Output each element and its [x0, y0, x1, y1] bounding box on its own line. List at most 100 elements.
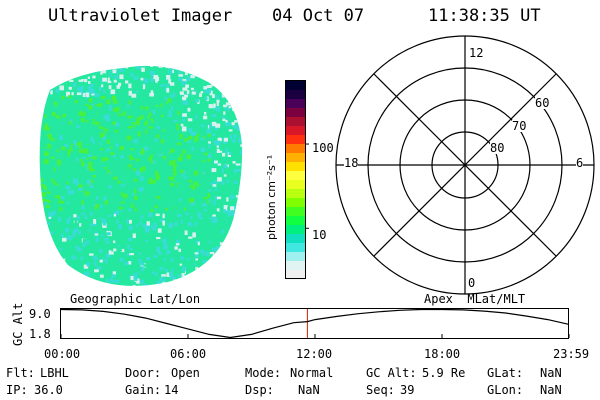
uv-pixel — [30, 228, 33, 231]
uv-pixel — [220, 287, 223, 291]
uv-pixel — [257, 230, 261, 234]
uv-pixel — [203, 196, 208, 200]
uv-pixel — [61, 146, 66, 151]
uv-pixel — [240, 144, 243, 147]
uv-pixel — [244, 284, 247, 287]
uv-pixel — [78, 71, 82, 74]
uv-pixel — [82, 241, 87, 245]
uv-pixel — [215, 123, 221, 128]
uv-pixel — [139, 167, 143, 173]
uv-pixel — [221, 78, 224, 83]
uv-pixel — [170, 151, 174, 156]
uv-pixel — [161, 278, 166, 282]
uv-pixel — [129, 253, 134, 256]
uv-pixel — [75, 157, 79, 162]
uv-pixel — [211, 220, 217, 223]
uv-pixel — [106, 99, 111, 105]
uv-pixel — [243, 256, 245, 261]
uv-pixel — [245, 110, 248, 113]
uv-pixel — [84, 65, 89, 67]
uv-pixel — [105, 254, 109, 258]
altitude-plot-frame — [60, 308, 569, 339]
uv-pixel — [245, 77, 247, 79]
uv-pixel — [155, 272, 158, 276]
uv-pixel — [215, 187, 218, 192]
uv-pixel — [156, 247, 161, 252]
uv-pixel — [69, 241, 75, 245]
uv-pixel — [91, 93, 95, 96]
uv-pixel — [32, 138, 37, 141]
uv-pixel — [52, 81, 58, 85]
uv-pixel — [192, 232, 196, 238]
uv-pixel — [180, 153, 183, 157]
uv-pixel — [115, 132, 120, 136]
uv-pixel — [253, 242, 258, 247]
uv-pixel — [251, 95, 253, 99]
uv-pixel — [189, 279, 193, 283]
uv-pixel — [218, 281, 223, 286]
uv-pixel — [114, 129, 118, 133]
uv-pixel — [82, 238, 87, 243]
uv-pixel — [199, 69, 204, 74]
uv-pixel — [256, 266, 258, 270]
uv-pixel — [242, 217, 246, 221]
uv-pixel — [194, 135, 199, 141]
uv-pixel — [173, 203, 178, 209]
uv-pixel — [213, 217, 218, 223]
uv-pixel — [191, 186, 196, 190]
uv-pixel — [195, 99, 199, 103]
uv-pixel — [209, 182, 215, 185]
uv-pixel — [145, 190, 151, 196]
uv-pixel — [162, 213, 165, 219]
x-tick-0600: 06:00 — [170, 347, 207, 361]
uv-pixel — [48, 86, 52, 91]
uv-pixel — [197, 170, 201, 174]
uv-pixel — [60, 262, 63, 266]
uv-pixel — [50, 279, 55, 284]
uv-pixel — [129, 154, 132, 160]
uv-pixel — [184, 138, 189, 142]
uv-pixel — [219, 263, 224, 267]
uv-pixel — [187, 222, 192, 227]
uv-pixel — [162, 233, 168, 238]
uv-pixel — [114, 122, 120, 127]
uv-pixel — [71, 279, 75, 284]
timeline-right-label: Apex MLat/MLT — [424, 292, 526, 306]
uv-pixel — [67, 266, 73, 271]
uv-pixel — [249, 162, 252, 166]
uv-pixel — [29, 111, 33, 116]
uv-pixel — [56, 263, 59, 268]
uv-pixel — [67, 149, 71, 154]
uv-pixel — [105, 118, 111, 122]
uv-pixel — [200, 147, 205, 152]
uv-pixel — [241, 78, 243, 83]
uv-pixel — [39, 210, 43, 215]
uv-pixel — [227, 212, 231, 217]
uv-pixel — [99, 249, 103, 253]
uv-pixel — [66, 201, 69, 205]
uv-pixel — [126, 218, 129, 224]
uv-pixel — [55, 195, 60, 199]
uv-pixel — [68, 120, 72, 125]
uv-pixel — [55, 63, 59, 65]
uv-pixel — [242, 78, 246, 83]
uv-pixel — [113, 240, 116, 244]
uv-pixel — [120, 248, 125, 253]
uv-pixel — [125, 253, 131, 256]
uv-pixel — [78, 145, 82, 148]
uv-pixel — [90, 88, 93, 94]
uv-pixel — [102, 135, 106, 140]
uv-pixel — [113, 75, 119, 79]
uv-pixel — [45, 257, 49, 262]
uv-pixel — [73, 179, 78, 184]
uv-pixel — [224, 290, 229, 294]
uv-pixel — [92, 75, 96, 79]
uv-pixel — [44, 114, 47, 118]
uv-pixel — [176, 123, 179, 129]
uv-pixel — [94, 121, 100, 126]
uv-pixel — [188, 236, 193, 239]
time-label: 11:38:35 UT — [428, 6, 541, 26]
uv-pixel — [65, 131, 70, 136]
uv-pixel — [160, 139, 164, 144]
uv-pixel — [225, 102, 231, 106]
